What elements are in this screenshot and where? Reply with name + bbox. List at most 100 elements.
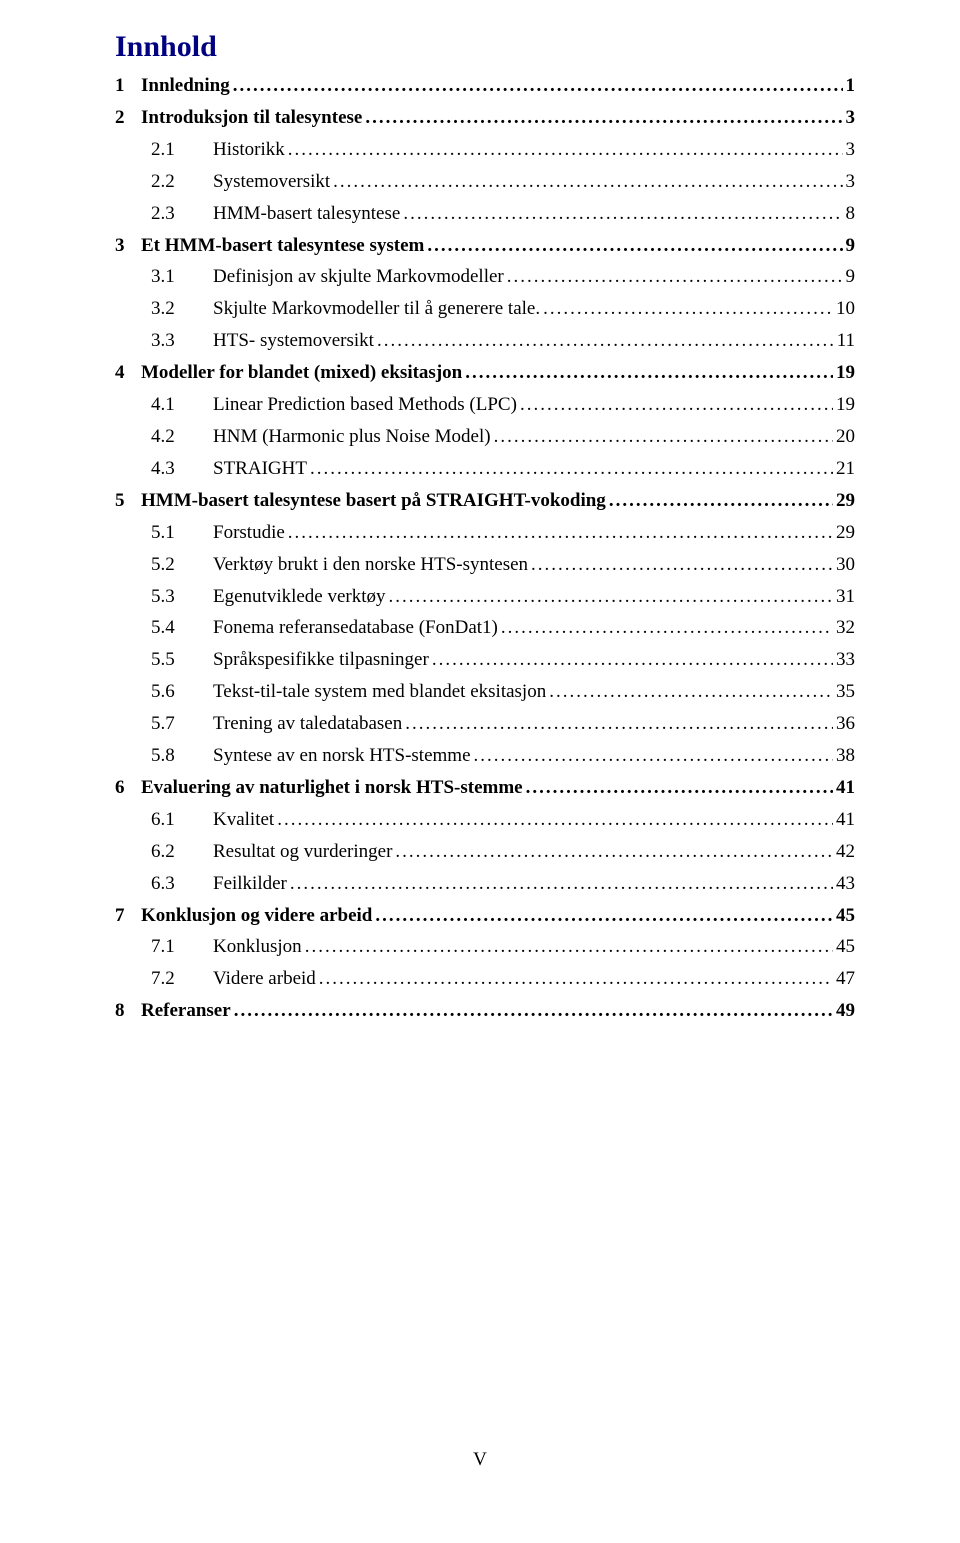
toc-entry-label: HMM-basert talesyntese basert på STRAIGH… (141, 485, 606, 517)
toc-entry-page: 42 (836, 836, 855, 868)
toc-entry: 6.1Kvalitet41 (115, 804, 855, 836)
toc-leader-dots (277, 804, 833, 836)
toc-leader-dots (531, 549, 833, 581)
toc-leader-dots (375, 900, 833, 932)
toc-entry-page: 38 (836, 740, 855, 772)
toc-entry-page: 45 (836, 900, 855, 932)
toc-entry-label: Innledning (141, 70, 230, 102)
toc-leader-dots (319, 963, 833, 995)
toc-entry-label: Referanser (141, 995, 231, 1027)
page-footer: V (0, 1449, 960, 1471)
toc-entry: 5.2Verktøy brukt i den norske HTS-syntes… (115, 549, 855, 581)
toc-leader-dots (288, 517, 833, 549)
toc-entry: 5.7Trening av taledatabasen 36 (115, 708, 855, 740)
toc-entry-page: 9 (846, 261, 856, 293)
toc-entry: 5HMM-basert talesyntese basert på STRAIG… (115, 485, 855, 517)
toc-entry-page: 49 (836, 995, 855, 1027)
toc-leader-dots (234, 995, 833, 1027)
toc-entry-number: 5.7 (151, 708, 213, 740)
toc-entry: 5.4Fonema referansedatabase (FonDat1)32 (115, 612, 855, 644)
toc-leader-dots (310, 453, 833, 485)
toc-leader-dots (474, 740, 833, 772)
toc-entry: 5.8Syntese av en norsk HTS-stemme38 (115, 740, 855, 772)
toc-entry-label: Språkspesifikke tilpasninger (213, 644, 429, 676)
toc-entry-label: HNM (Harmonic plus Noise Model) (213, 421, 491, 453)
toc-entry: 2.3HMM-basert talesyntese8 (115, 198, 855, 230)
toc-entry-number: 3.2 (151, 293, 213, 325)
toc-entry-label: STRAIGHT (213, 453, 307, 485)
toc-entry-page: 9 (846, 230, 856, 262)
toc-entry-page: 20 (836, 421, 855, 453)
toc-entry-label: Feilkilder (213, 868, 287, 900)
toc-entry-page: 21 (836, 453, 855, 485)
toc-entry-label: Evaluering av naturlighet i norsk HTS-st… (141, 772, 523, 804)
toc-entry: 5.3Egenutviklede verktøy31 (115, 581, 855, 613)
toc-leader-dots (526, 772, 833, 804)
toc-entry: 7Konklusjon og videre arbeid45 (115, 900, 855, 932)
toc-entry-number: 4.3 (151, 453, 213, 485)
toc-list: 1Innledning12Introduksjon til talesyntes… (115, 70, 855, 1027)
toc-entry-page: 3 (846, 102, 856, 134)
toc-entry-page: 41 (836, 804, 855, 836)
toc-entry-label: Forstudie (213, 517, 285, 549)
toc-entry: 5.1Forstudie 29 (115, 517, 855, 549)
toc-entry-number: 5.2 (151, 549, 213, 581)
toc-entry: 6.3Feilkilder43 (115, 868, 855, 900)
toc-entry: 2.1Historikk3 (115, 134, 855, 166)
toc-leader-dots (305, 931, 833, 963)
toc-entry: 6Evaluering av naturlighet i norsk HTS-s… (115, 772, 855, 804)
toc-entry-number: 5.1 (151, 517, 213, 549)
toc-entry: 2Introduksjon til talesyntese3 (115, 102, 855, 134)
toc-entry: 2.2Systemoversikt3 (115, 166, 855, 198)
toc-entry: 7.2Videre arbeid47 (115, 963, 855, 995)
toc-entry-number: 5.8 (151, 740, 213, 772)
toc-entry-label: Konklusjon (213, 931, 302, 963)
toc-entry-number: 5.4 (151, 612, 213, 644)
toc-leader-dots (377, 325, 834, 357)
toc-entry-page: 29 (836, 485, 855, 517)
toc-entry: 3.2Skjulte Markovmodeller til å generere… (115, 293, 855, 325)
toc-entry-page: 47 (836, 963, 855, 995)
toc-entry-page: 19 (836, 357, 855, 389)
toc-entry-number: 3 (115, 230, 141, 262)
toc-leader-dots (432, 644, 833, 676)
toc-entry-number: 5.6 (151, 676, 213, 708)
toc-entry-number: 3.3 (151, 325, 213, 357)
toc-entry: 4.1Linear Prediction based Methods (LPC)… (115, 389, 855, 421)
toc-entry-page: 3 (846, 134, 856, 166)
toc-entry-label: Systemoversikt (213, 166, 330, 198)
toc-leader-dots (465, 357, 833, 389)
toc-leader-dots (520, 389, 833, 421)
toc-entry-page: 19 (836, 389, 855, 421)
toc-entry-label: Resultat og vurderinger (213, 836, 392, 868)
toc-entry-label: HTS- systemoversikt (213, 325, 374, 357)
toc-entry-number: 7.2 (151, 963, 213, 995)
toc-entry-label: Egenutviklede verktøy (213, 581, 386, 613)
toc-entry-page: 30 (836, 549, 855, 581)
toc-entry: 3.1Definisjon av skjulte Markovmodeller9 (115, 261, 855, 293)
toc-entry-page: 45 (836, 931, 855, 963)
toc-entry-page: 29 (836, 517, 855, 549)
toc-leader-dots (609, 485, 833, 517)
toc-entry-number: 2 (115, 102, 141, 134)
toc-entry: 8Referanser49 (115, 995, 855, 1027)
toc-entry-page: 8 (846, 198, 856, 230)
toc-entry-number: 5.5 (151, 644, 213, 676)
toc-leader-dots (494, 421, 833, 453)
toc-entry-label: Verktøy brukt i den norske HTS-syntesen (213, 549, 528, 581)
toc-leader-dots (365, 102, 842, 134)
toc-leader-dots (395, 836, 833, 868)
toc-entry-label: Trening av taledatabasen (213, 708, 402, 740)
toc-leader-dots (543, 293, 833, 325)
toc-entry-page: 10 (836, 293, 855, 325)
toc-entry-page: 43 (836, 868, 855, 900)
toc-entry-page: 36 (836, 708, 855, 740)
toc-entry-label: Linear Prediction based Methods (LPC) (213, 389, 517, 421)
toc-entry-number: 1 (115, 70, 141, 102)
toc-entry-number: 2.3 (151, 198, 213, 230)
toc-entry-number: 7.1 (151, 931, 213, 963)
toc-entry-number: 3.1 (151, 261, 213, 293)
toc-entry-number: 2.2 (151, 166, 213, 198)
toc-entry: 3.3HTS- systemoversikt11 (115, 325, 855, 357)
toc-entry-number: 4.2 (151, 421, 213, 453)
